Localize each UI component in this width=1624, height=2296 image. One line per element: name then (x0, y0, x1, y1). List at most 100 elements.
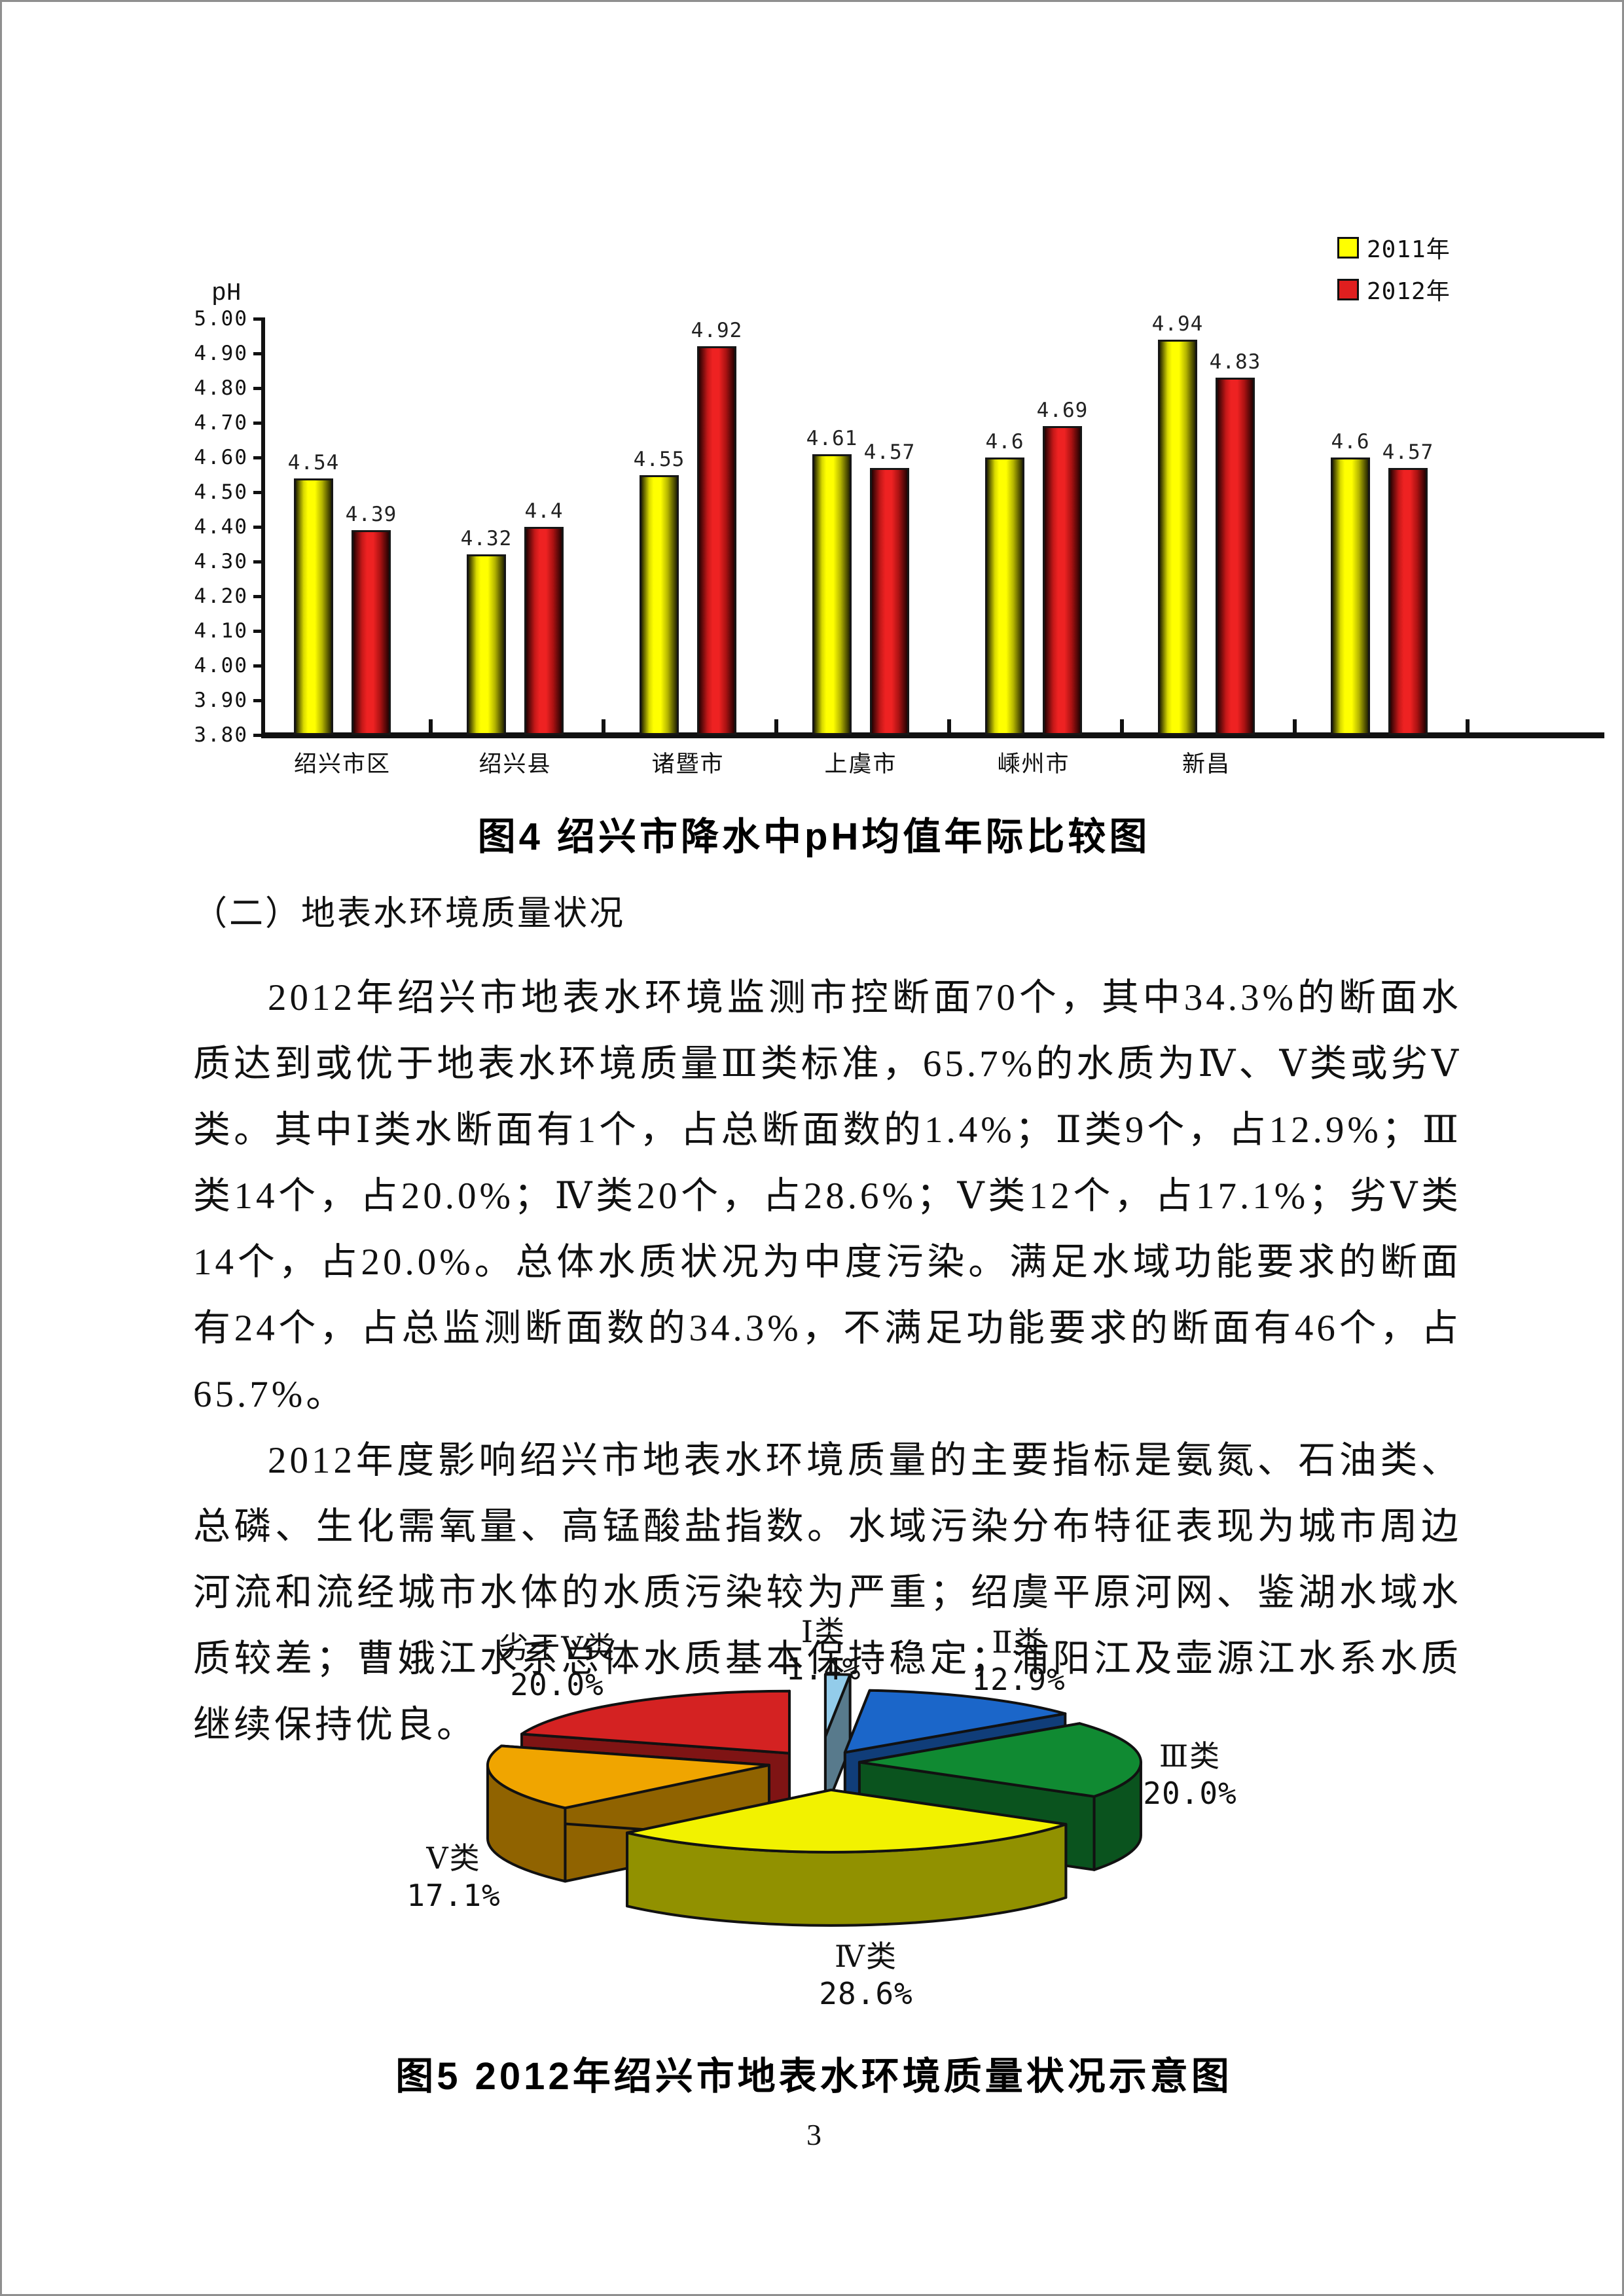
pie-label-name: Ⅴ类 (426, 1842, 481, 1875)
bar-value-label: 4.94 (1151, 312, 1204, 336)
bar-2012年-嵊州市 (1043, 426, 1082, 735)
x-tick-mark (774, 719, 778, 736)
bar-value-label: 4.55 (633, 447, 685, 471)
x-category-label: 新昌 (1182, 751, 1231, 777)
paragraph-2: 2012年度影响绍兴市地表水环境质量的主要指标是氨氮、石油类、总磷、生化需氧量、… (193, 1440, 1462, 1746)
bar-value-label: 4.39 (345, 503, 397, 527)
y-tick-mark (253, 595, 264, 598)
pie-chart (486, 1673, 1142, 1927)
bar-2011年-绍兴市区 (294, 478, 333, 735)
y-tick-mark (253, 664, 264, 668)
pie-label-Ⅱ类: Ⅱ类 12.9% (907, 1624, 1130, 1698)
y-tick-mark (253, 734, 264, 737)
pie-label-percent: 28.6% (819, 1976, 913, 2011)
x-tick-mark (602, 719, 605, 736)
bar-value-label: 4.54 (287, 450, 340, 475)
pie-label-percent: 17.1% (406, 1878, 501, 1913)
pie-label-percent: 20.0% (510, 1667, 604, 1702)
y-tick-label: 4.40 (194, 515, 248, 539)
x-category-label: 绍兴市区 (293, 751, 391, 777)
x-tick-mark (429, 719, 433, 736)
bar-value-label: 4.6 (985, 430, 1024, 454)
x-tick-mark (947, 719, 951, 736)
body-text: （二）地表水环境质量状况 2012年绍兴市地表水环境监测市控断面70个，其中34… (193, 886, 1462, 1758)
pie-slice-Ⅴ类 (486, 1744, 770, 1810)
bar-2012年-新昌 (1216, 378, 1255, 735)
y-tick-mark (253, 387, 264, 390)
y-tick-label: 4.90 (194, 342, 248, 365)
y-tick-mark (253, 352, 264, 355)
paragraph-1: 2012年绍兴市地表水环境监测市控断面70个，其中34.3%的断面水质达到或优于… (193, 977, 1462, 1415)
bar-value-label: 4.69 (1036, 399, 1089, 423)
pie-label-name: Ⅰ类 (801, 1615, 846, 1649)
y-tick-label: 5.00 (194, 307, 248, 331)
bar-2012年-上虞市 (870, 467, 909, 735)
pie-slice-Ⅲ类 (857, 1722, 1142, 1798)
bar-2012年-group7 (1388, 467, 1428, 735)
bar-value-label: 4.32 (460, 527, 513, 551)
pie-slice-Ⅳ类 (626, 1788, 1068, 1854)
legend-label-2011: 2011年 (1367, 236, 1451, 263)
y-tick-label: 4.50 (194, 480, 248, 504)
pie-slice-Ⅰ类 (823, 1673, 852, 1738)
figure4-caption: 图4 绍兴市降水中pH均值年际比较图 (477, 816, 1151, 858)
x-category-label: 诸暨市 (651, 751, 725, 777)
y-tick-mark (253, 456, 264, 459)
pie-label-percent: 12.9% (971, 1662, 1066, 1697)
pie-label-percent: 1.4% (785, 1651, 861, 1687)
legend-swatch-2012 (1337, 278, 1359, 300)
bar-2011年-新昌 (1158, 339, 1197, 735)
legend-swatch-2011 (1337, 236, 1359, 259)
pie-label-name: Ⅲ类 (1159, 1740, 1221, 1773)
bar-value-label: 4.57 (863, 440, 916, 464)
y-tick-label: 4.70 (194, 411, 248, 435)
pie-slice-劣于Ⅴ类 (520, 1689, 791, 1755)
bar-value-label: 4.4 (524, 499, 564, 523)
bar-value-label: 4.6 (1331, 430, 1370, 454)
y-tick-mark (253, 699, 264, 702)
pie-label-Ⅳ类: Ⅳ类 28.6% (755, 1938, 977, 2013)
pie-slice-Ⅱ类 (843, 1689, 1067, 1754)
legend-label-2012: 2012年 (1367, 278, 1451, 305)
pie-label-劣于Ⅴ类: 劣于Ⅴ类 20.0% (446, 1629, 668, 1704)
y-tick-label: 3.90 (194, 689, 248, 712)
y-tick-mark (253, 422, 264, 425)
x-tick-mark (1120, 719, 1124, 736)
bar-2011年-嵊州市 (985, 457, 1024, 735)
legend-item-2012: 2012年 (1337, 274, 1451, 305)
pie-label-percent: 20.0% (1143, 1776, 1237, 1811)
x-category-label: 绍兴县 (478, 751, 552, 777)
pie-label-name: Ⅱ类 (992, 1626, 1045, 1659)
y-tick-mark (253, 317, 264, 321)
bar-2011年-group7 (1331, 457, 1370, 735)
y-tick-mark (253, 560, 264, 564)
pie-label-name: Ⅳ类 (835, 1940, 897, 1973)
y-tick-label: 4.80 (194, 376, 248, 400)
figure5-caption: 图5 2012年绍兴市地表水环境质量状况示意图 (395, 2055, 1233, 2098)
bar-value-label: 4.61 (806, 426, 858, 450)
bar-chart-x-axis (261, 732, 1604, 738)
pie-label-Ⅲ类: Ⅲ类 20.0% (1079, 1738, 1301, 1812)
y-tick-mark (253, 491, 264, 494)
bar-value-label: 4.57 (1382, 440, 1434, 464)
bar-value-label: 4.83 (1209, 350, 1261, 374)
bar-2012年-绍兴县 (524, 527, 564, 735)
bar-2011年-绍兴县 (467, 554, 506, 735)
pie-label-name: 劣于Ⅴ类 (498, 1631, 616, 1664)
page-number: 3 (806, 2118, 821, 2151)
bar-2012年-绍兴市区 (352, 530, 391, 735)
x-tick-mark (1466, 719, 1470, 736)
pie-label-Ⅰ类: Ⅰ类 1.4% (712, 1613, 935, 1688)
chart-legend: 2011年 2012年 (1337, 232, 1451, 316)
bar-2012年-诸暨市 (697, 346, 736, 735)
y-axis-title: pH (211, 279, 242, 308)
x-category-label: 嵊州市 (997, 751, 1070, 777)
y-tick-label: 4.60 (194, 446, 248, 469)
y-tick-label: 4.10 (194, 619, 248, 643)
legend-item-2011: 2011年 (1337, 232, 1451, 263)
x-tick-mark (1293, 719, 1297, 736)
bar-value-label: 4.92 (691, 319, 743, 343)
y-tick-label: 3.80 (194, 723, 248, 747)
y-tick-label: 4.20 (194, 584, 248, 608)
